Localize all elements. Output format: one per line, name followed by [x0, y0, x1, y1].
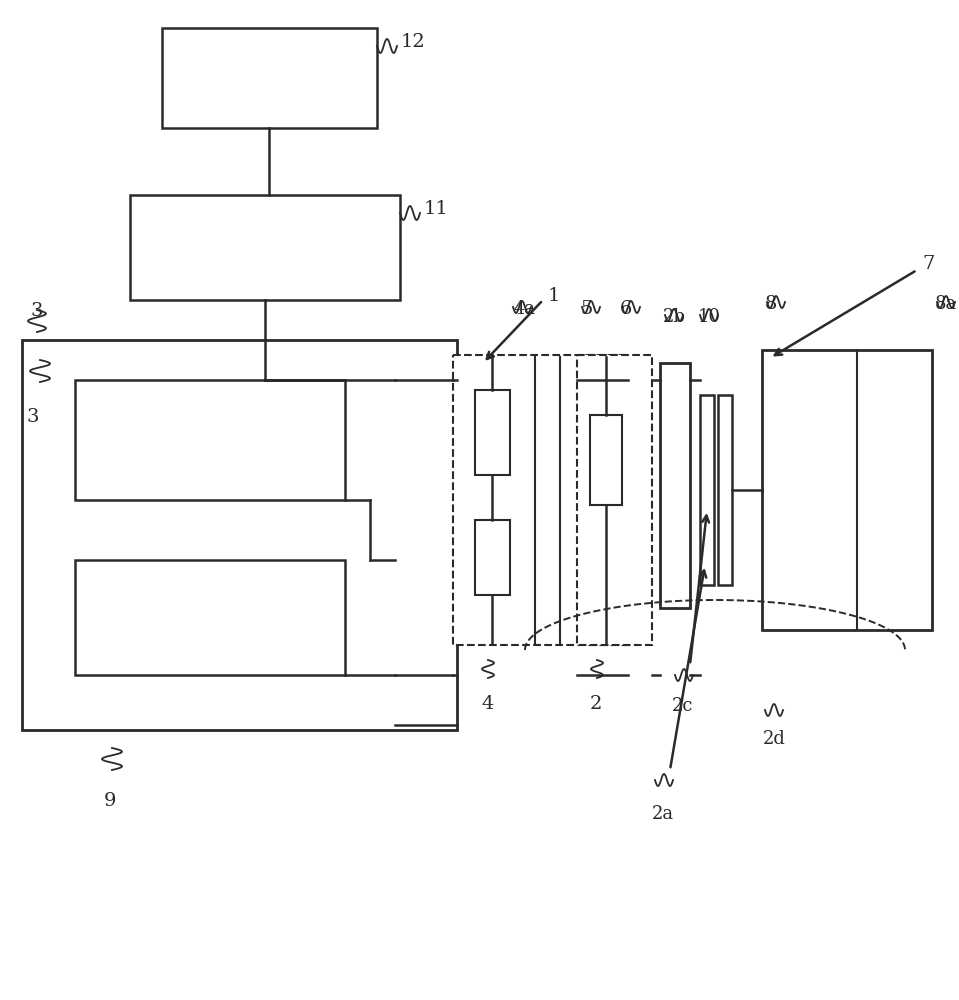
Text: 4a: 4a — [513, 300, 535, 318]
Bar — [130, 195, 400, 300]
Text: 3: 3 — [30, 302, 42, 320]
Bar — [577, 355, 652, 645]
Bar — [22, 340, 457, 730]
Text: 6: 6 — [620, 300, 632, 318]
Text: 8a: 8a — [935, 295, 957, 313]
Bar — [475, 520, 510, 595]
Bar — [75, 380, 345, 500]
Bar — [162, 28, 377, 128]
Text: 10: 10 — [698, 308, 721, 326]
Bar — [453, 355, 628, 645]
Bar — [762, 350, 932, 630]
Text: 5: 5 — [580, 300, 593, 318]
Text: 7: 7 — [922, 255, 934, 273]
Text: 11: 11 — [424, 200, 449, 218]
Bar — [718, 395, 732, 585]
Bar — [700, 395, 714, 585]
Text: 2: 2 — [590, 695, 602, 713]
Bar — [75, 560, 345, 675]
Text: 2b: 2b — [663, 308, 686, 326]
Bar — [590, 415, 622, 505]
Text: 9: 9 — [104, 792, 116, 810]
Text: 12: 12 — [401, 33, 426, 51]
Text: 8: 8 — [765, 295, 778, 313]
Bar — [660, 363, 690, 608]
Bar — [475, 390, 510, 475]
Text: 2a: 2a — [652, 805, 674, 823]
Text: 1: 1 — [548, 287, 560, 305]
Text: 2d: 2d — [763, 730, 785, 748]
Text: 2c: 2c — [672, 697, 693, 715]
Text: 3: 3 — [27, 408, 39, 426]
Text: 4: 4 — [481, 695, 493, 713]
